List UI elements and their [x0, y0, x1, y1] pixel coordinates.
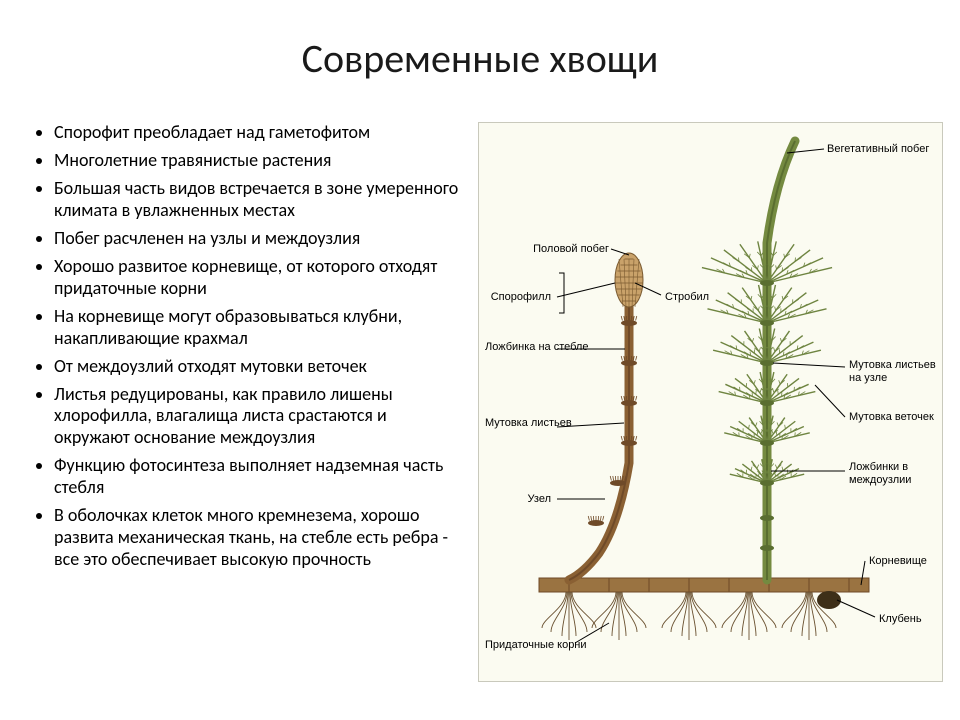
- label-stem-groove: Ложбинка на стебле: [485, 341, 551, 354]
- label-sporophyll: Спорофилл: [485, 291, 551, 304]
- label-leaf-whorl-right: Мутовка листьев на узле: [849, 359, 939, 384]
- label-node: Узел: [509, 493, 551, 506]
- bullet-item: Листья редуцированы, как правило лишены …: [54, 384, 464, 450]
- label-branch-whorl: Мутовка веточек: [849, 411, 934, 424]
- bullet-item: В оболочках клеток много кремнезема, хор…: [54, 505, 464, 571]
- label-rhizome: Корневище: [869, 555, 927, 568]
- horsetail-diagram: Половой побег Спорофилл Ложбинка на стеб…: [478, 122, 943, 682]
- label-internode-grooves: Ложбинки в междоузлии: [849, 461, 939, 486]
- label-leaf-whorl-left: Мутовка листьев: [485, 417, 551, 430]
- bullet-item: Спорофит преобладает над гаметофитом: [54, 122, 464, 144]
- label-strobilus: Стробил: [665, 291, 709, 304]
- bullet-item: Большая часть видов встречается в зоне у…: [54, 178, 464, 222]
- bullet-list: Спорофит преобладает над гаметофитом Мног…: [34, 122, 464, 577]
- page-title: Современные хвощи: [0, 34, 960, 83]
- label-tuber: Клубень: [879, 613, 922, 626]
- label-rep-shoot: Половой побег: [509, 243, 609, 256]
- bullet-item: От междоузлий отходят мутовки веточек: [54, 356, 464, 378]
- bullet-item: Хорошо развитое корневище, от которого о…: [54, 256, 464, 300]
- bullet-item: Многолетние травянистые растения: [54, 150, 464, 172]
- bullet-item: На корневище могут образовываться клубни…: [54, 306, 464, 350]
- bullet-item: Побег расчленен на узлы и междоузлия: [54, 228, 464, 250]
- label-adv-roots: Придаточные корни: [485, 639, 569, 652]
- bullet-item: Функцию фотосинтеза выполняет надземная …: [54, 455, 464, 499]
- label-veg-shoot: Вегетативный побег: [827, 143, 929, 156]
